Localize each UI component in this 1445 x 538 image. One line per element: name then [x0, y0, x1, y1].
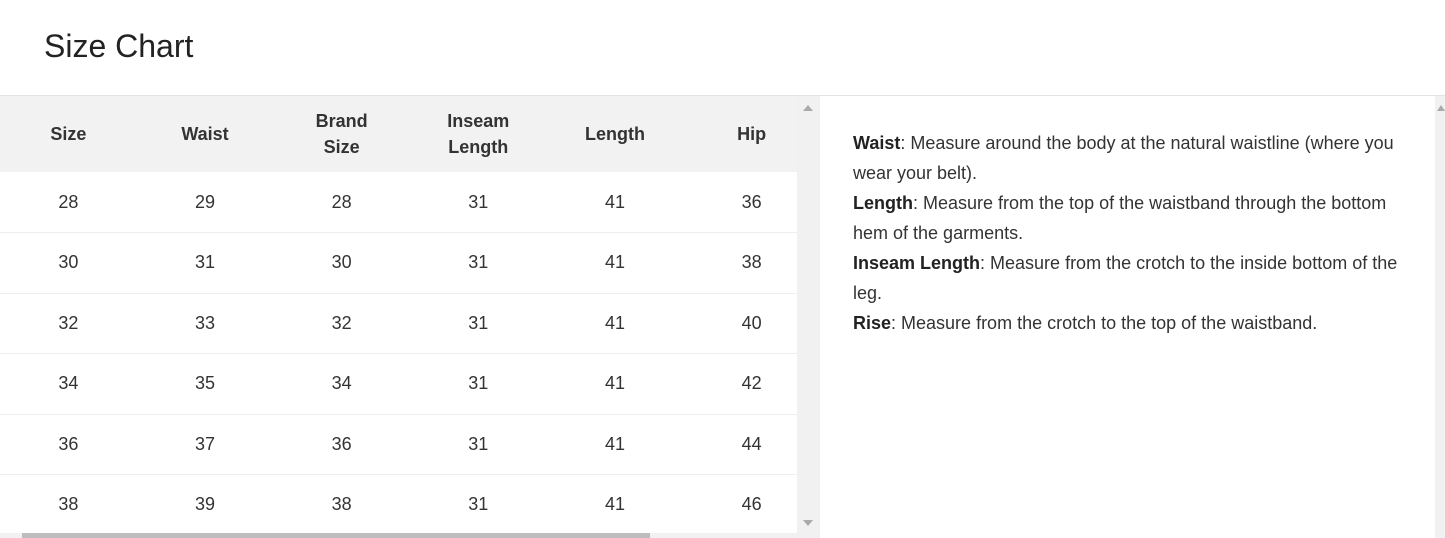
guide-description: : Measure from the crotch to the inside …	[853, 253, 1398, 303]
table-cell: 31	[409, 353, 547, 415]
table-cell: 39	[136, 474, 274, 536]
column-header: Length	[546, 96, 684, 172]
table-cell: 30	[0, 232, 137, 294]
table-row: 34 35 34 31 41 42	[0, 353, 797, 415]
table-cell: 38	[0, 474, 137, 536]
table-cell: 32	[273, 293, 410, 354]
table-vertical-scrollbar[interactable]	[797, 96, 820, 538]
table-cell: 37	[136, 414, 274, 475]
page-title: Size Chart	[44, 28, 194, 64]
table-cell: 29	[136, 172, 274, 233]
table-cell: 42	[683, 353, 797, 415]
table-cell: 36	[0, 414, 137, 475]
horizontal-scrollbar-thumb[interactable]	[22, 533, 650, 538]
table-row: 36 37 36 31 41 44	[0, 414, 797, 475]
table-cell: 31	[409, 293, 547, 354]
guide-description: : Measure around the body at the natural…	[853, 133, 1394, 183]
table-cell: 31	[409, 414, 547, 475]
measurement-guide: Waist: Measure around the body at the na…	[853, 128, 1423, 338]
table-cell: 28	[273, 172, 410, 233]
table-cell: 41	[546, 232, 684, 294]
table-cell: 41	[546, 474, 684, 536]
table-cell: 36	[273, 414, 410, 475]
table-cell: 32	[0, 293, 137, 354]
table-cell: 35	[136, 353, 274, 415]
column-header: Waist	[136, 96, 274, 172]
size-table-container: Size Waist Brand Size Inseam Length Length Hip …	[0, 96, 797, 538]
table-cell: 31	[409, 474, 547, 536]
table-cell: 31	[409, 172, 547, 233]
table-cell: 33	[136, 293, 274, 354]
column-header: Inseam Length	[409, 96, 547, 172]
guide-item: Inseam Length: Measure from the crotch t…	[853, 248, 1423, 308]
column-header: Brand Size	[273, 96, 410, 172]
table-row: 28 29 28 31 41 36	[0, 172, 797, 233]
scroll-down-arrow-icon[interactable]	[803, 520, 813, 526]
table-cell: 34	[0, 353, 137, 415]
scroll-up-arrow-icon[interactable]	[1437, 105, 1445, 111]
guide-vertical-scrollbar[interactable]	[1435, 96, 1445, 538]
table-row: 30 31 30 31 41 38	[0, 232, 797, 294]
table-cell: 41	[546, 353, 684, 415]
guide-term: Rise	[853, 313, 892, 333]
column-header: Hip	[683, 96, 797, 172]
guide-description: : Measure from the top of the waistband …	[853, 193, 1387, 243]
table-cell: 44	[683, 414, 797, 475]
table-cell: 28	[0, 172, 137, 233]
table-cell: 30	[273, 232, 410, 294]
table-cell: 38	[273, 474, 410, 536]
divider	[0, 95, 1445, 96]
guide-description: : Measure from the crotch to the top of …	[891, 313, 1318, 333]
guide-item: Length: Measure from the top of the wais…	[853, 188, 1423, 248]
table-cell: 36	[683, 172, 797, 233]
table-cell: 31	[136, 232, 274, 294]
guide-term: Waist	[853, 133, 901, 153]
size-table: Size Waist Brand Size Inseam Length Length Hip …	[0, 96, 797, 536]
guide-item: Rise: Measure from the crotch to the top…	[853, 308, 1423, 338]
table-cell: 31	[409, 232, 547, 294]
table-row: 32 33 32 31 41 40	[0, 293, 797, 354]
column-header: Size	[0, 96, 137, 172]
guide-term: Inseam Length	[853, 253, 981, 273]
table-row: 38 39 38 31 41 46	[0, 474, 797, 536]
table-cell: 41	[546, 172, 684, 233]
table-cell: 41	[546, 293, 684, 354]
table-cell: 41	[546, 414, 684, 475]
table-cell: 40	[683, 293, 797, 354]
guide-item: Waist: Measure around the body at the na…	[853, 128, 1423, 188]
table-horizontal-scrollbar[interactable]	[0, 533, 797, 538]
guide-term: Length	[853, 193, 913, 213]
table-cell: 34	[273, 353, 410, 415]
table-cell: 38	[683, 232, 797, 294]
table-cell: 46	[683, 474, 797, 536]
table-header-row: Size Waist Brand Size Inseam Length Length Hip	[0, 96, 797, 172]
scroll-up-arrow-icon[interactable]	[803, 105, 813, 111]
